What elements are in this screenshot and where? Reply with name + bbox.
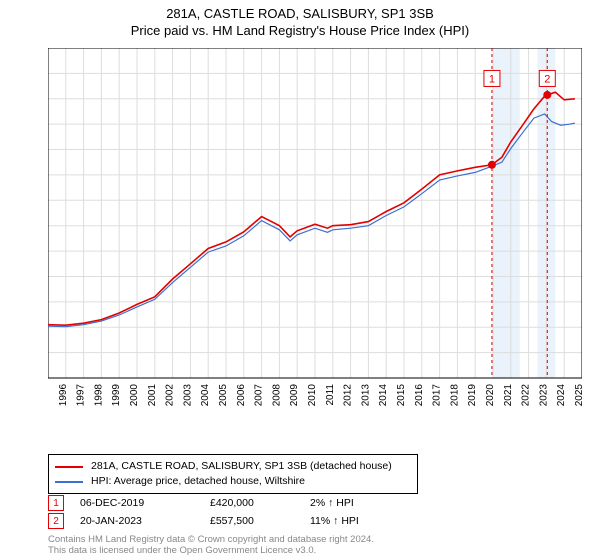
- footer-line-2: This data is licensed under the Open Gov…: [48, 545, 374, 556]
- sale-delta-2: 11% HPI: [310, 515, 400, 527]
- svg-text:2004: 2004: [200, 384, 211, 407]
- sale-row-1: 1 06-DEC-2019 £420,000 2% HPI: [48, 494, 400, 512]
- svg-text:2014: 2014: [378, 384, 389, 407]
- svg-text:2010: 2010: [307, 384, 318, 407]
- legend-label-hpi: HPI: Average price, detached house, Wilt…: [91, 474, 305, 489]
- svg-text:2015: 2015: [396, 384, 407, 407]
- svg-text:1: 1: [489, 73, 495, 85]
- svg-text:2023: 2023: [538, 384, 549, 407]
- svg-text:2012: 2012: [343, 384, 354, 407]
- svg-text:1996: 1996: [58, 384, 69, 407]
- svg-text:2017: 2017: [432, 384, 443, 407]
- sale-badge-2: 2: [48, 513, 64, 529]
- svg-text:2022: 2022: [521, 384, 532, 407]
- sale-badge-1: 1: [48, 495, 64, 511]
- svg-text:1995: 1995: [48, 384, 51, 407]
- svg-text:2018: 2018: [449, 384, 460, 407]
- legend-item-property: 281A, CASTLE ROAD, SALISBURY, SP1 3SB (d…: [55, 459, 411, 474]
- sale-date-2: 20-JAN-2023: [80, 515, 210, 527]
- footer-attribution: Contains HM Land Registry data © Crown c…: [48, 534, 374, 556]
- svg-text:2007: 2007: [254, 384, 265, 407]
- svg-text:2002: 2002: [165, 384, 176, 407]
- svg-text:2000: 2000: [129, 384, 140, 407]
- title-line-2: Price paid vs. HM Land Registry's House …: [0, 23, 600, 38]
- svg-text:2005: 2005: [218, 384, 229, 407]
- svg-text:2008: 2008: [271, 384, 282, 407]
- svg-text:2009: 2009: [289, 384, 300, 407]
- legend-item-hpi: HPI: Average price, detached house, Wilt…: [55, 474, 411, 489]
- svg-text:2011: 2011: [325, 384, 336, 406]
- footer-line-1: Contains HM Land Registry data © Crown c…: [48, 534, 374, 545]
- sales-table: 1 06-DEC-2019 £420,000 2% HPI 2 20-JAN-2…: [48, 494, 400, 530]
- sale-delta-1: 2% HPI: [310, 497, 400, 509]
- svg-text:2016: 2016: [414, 384, 425, 407]
- legend-label-property: 281A, CASTLE ROAD, SALISBURY, SP1 3SB (d…: [91, 459, 392, 474]
- legend-swatch-property: [55, 466, 83, 468]
- svg-text:1999: 1999: [111, 384, 122, 407]
- svg-text:2001: 2001: [147, 384, 158, 407]
- svg-text:2006: 2006: [236, 384, 247, 407]
- title-line-1: 281A, CASTLE ROAD, SALISBURY, SP1 3SB: [0, 6, 600, 21]
- legend-swatch-hpi: [55, 481, 83, 483]
- svg-text:1997: 1997: [76, 384, 87, 407]
- sale-row-2: 2 20-JAN-2023 £557,500 11% HPI: [48, 512, 400, 530]
- svg-text:2013: 2013: [360, 384, 371, 407]
- svg-text:2025: 2025: [574, 384, 582, 407]
- svg-text:2019: 2019: [467, 384, 478, 407]
- svg-text:2021: 2021: [503, 384, 514, 407]
- svg-text:2003: 2003: [182, 384, 193, 407]
- chart-title: 281A, CASTLE ROAD, SALISBURY, SP1 3SB Pr…: [0, 0, 600, 38]
- svg-text:2024: 2024: [556, 384, 567, 407]
- sale-date-1: 06-DEC-2019: [80, 497, 210, 509]
- svg-text:2020: 2020: [485, 384, 496, 407]
- svg-text:2: 2: [544, 73, 550, 85]
- sale-price-2: £557,500: [210, 515, 310, 527]
- sale-price-1: £420,000: [210, 497, 310, 509]
- svg-text:1998: 1998: [93, 384, 104, 407]
- price-chart: £0£50K£100K£150K£200K£250K£300K£350K£400…: [48, 48, 582, 418]
- legend: 281A, CASTLE ROAD, SALISBURY, SP1 3SB (d…: [48, 454, 418, 494]
